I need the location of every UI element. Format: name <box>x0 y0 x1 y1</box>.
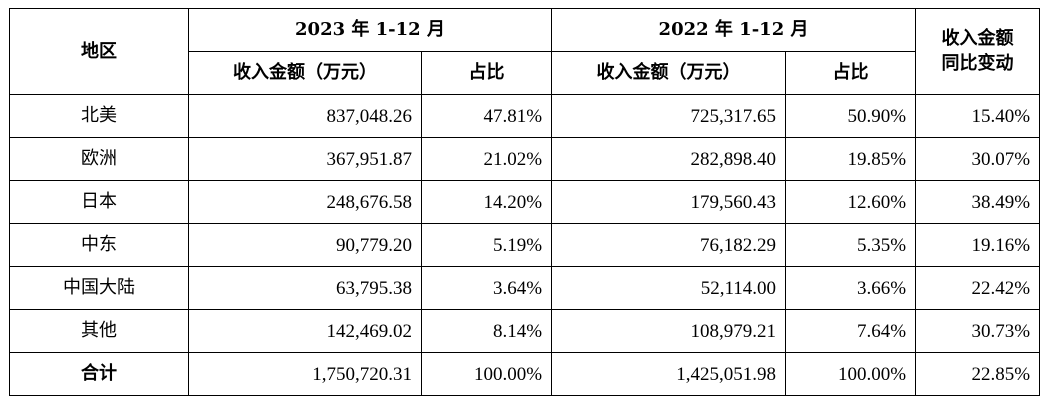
revenue-2022-cell: 725,317.65 <box>551 94 787 138</box>
yoy-change-cell: 30.07% <box>915 137 1041 181</box>
total-share-2022-cell: 100.00% <box>785 352 917 396</box>
revenue-by-region-table: 地区 2023 年 1-12 月 2022 年 1-12 月 收入金额 同比变动… <box>9 8 1041 396</box>
region-cell: 中东 <box>9 223 189 267</box>
share-2023-cell: 14.20% <box>420 180 553 224</box>
revenue-2023-cell: 367,951.87 <box>188 137 422 181</box>
revenue-2022-cell: 179,560.43 <box>551 180 787 224</box>
header-row-metrics: 收入金额（万元） 占比 收入金额（万元） 占比 <box>10 51 1040 95</box>
header-share-2022: 占比 <box>785 51 917 95</box>
revenue-2023-cell: 837,048.26 <box>188 94 422 138</box>
header-yoy-line1: 收入金额 <box>941 28 1014 50</box>
header-period-2023: 2023 年 1-12 月 <box>187 8 553 52</box>
region-cell: 中国大陆 <box>9 266 189 310</box>
total-revenue-2022-cell: 1,425,051.98 <box>551 352 787 396</box>
share-2023-cell: 8.14% <box>420 309 553 353</box>
revenue-2023-cell: 142,469.02 <box>188 309 422 353</box>
yoy-change-cell: 38.49% <box>915 180 1041 224</box>
total-row: 合计 1,750,720.31 100.00% 1,425,051.98 100… <box>9 352 1041 396</box>
table-row: 中国大陆 63,795.38 3.64% 52,114.00 3.66% 22.… <box>9 266 1041 310</box>
header-region: 地区 <box>9 8 189 95</box>
table-row: 日本 248,676.58 14.20% 179,560.43 12.60% 3… <box>9 180 1041 224</box>
share-2022-cell: 5.35% <box>785 223 917 267</box>
table-row: 北美 837,048.26 47.81% 725,317.65 50.90% 1… <box>9 94 1041 138</box>
revenue-2022-cell: 52,114.00 <box>551 266 787 310</box>
yoy-change-cell: 19.16% <box>915 223 1041 267</box>
region-cell: 欧洲 <box>9 137 189 181</box>
header-revenue-2023: 收入金额（万元） <box>188 51 422 95</box>
total-label-cell: 合计 <box>9 352 189 396</box>
revenue-2023-cell: 90,779.20 <box>188 223 422 267</box>
region-cell: 日本 <box>9 180 189 224</box>
header-row-periods: 地区 2023 年 1-12 月 2022 年 1-12 月 收入金额 同比变动 <box>9 8 1041 95</box>
header-yoy-line2: 同比变动 <box>941 52 1014 74</box>
share-2023-cell: 3.64% <box>420 266 553 310</box>
header-revenue-2022: 收入金额（万元） <box>551 51 787 95</box>
yoy-change-cell: 15.40% <box>915 94 1041 138</box>
header-period-2022: 2022 年 1-12 月 <box>551 8 917 52</box>
total-revenue-2023-cell: 1,750,720.31 <box>188 352 422 396</box>
table-row: 其他 142,469.02 8.14% 108,979.21 7.64% 30.… <box>9 309 1041 353</box>
share-2022-cell: 3.66% <box>785 266 917 310</box>
revenue-2022-cell: 108,979.21 <box>551 309 787 353</box>
share-2023-cell: 21.02% <box>420 137 553 181</box>
share-2022-cell: 19.85% <box>785 137 917 181</box>
share-2023-cell: 47.81% <box>420 94 553 138</box>
share-2022-cell: 50.90% <box>785 94 917 138</box>
total-share-2023-cell: 100.00% <box>420 352 553 396</box>
region-cell: 北美 <box>9 94 189 138</box>
total-yoy-change-cell: 22.85% <box>915 352 1041 396</box>
table-row: 中东 90,779.20 5.19% 76,182.29 5.35% 19.16… <box>9 223 1041 267</box>
share-2022-cell: 12.60% <box>785 180 917 224</box>
revenue-2023-cell: 248,676.58 <box>188 180 422 224</box>
yoy-change-cell: 30.73% <box>915 309 1041 353</box>
header-share-2023: 占比 <box>420 51 553 95</box>
share-2022-cell: 7.64% <box>785 309 917 353</box>
revenue-2022-cell: 282,898.40 <box>551 137 787 181</box>
region-cell: 其他 <box>9 309 189 353</box>
revenue-2023-cell: 63,795.38 <box>188 266 422 310</box>
revenue-2022-cell: 76,182.29 <box>551 223 787 267</box>
header-yoy-change: 收入金额 同比变动 <box>915 8 1041 95</box>
share-2023-cell: 5.19% <box>420 223 553 267</box>
yoy-change-cell: 22.42% <box>915 266 1041 310</box>
table-row: 欧洲 367,951.87 21.02% 282,898.40 19.85% 3… <box>9 137 1041 181</box>
